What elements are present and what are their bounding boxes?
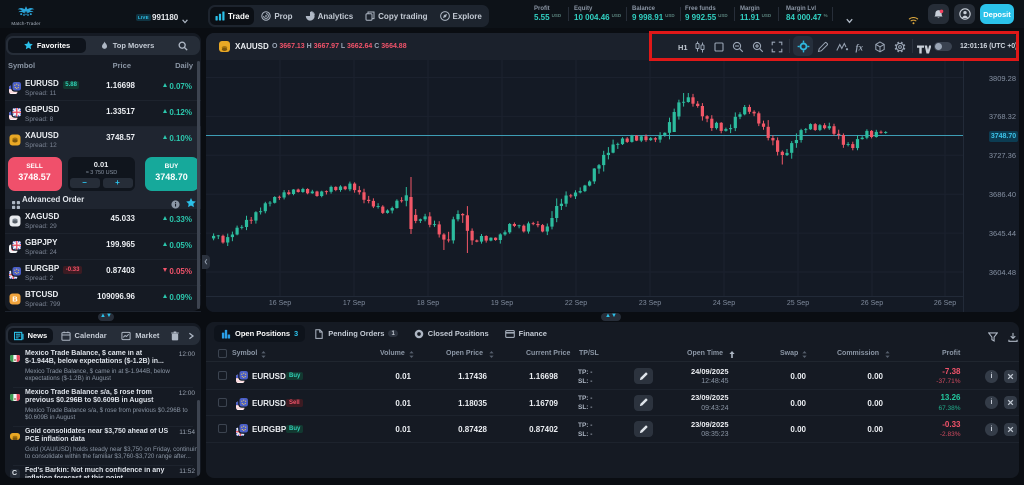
svg-text:fx: fx [856,43,864,53]
svg-text:B: B [12,295,18,304]
